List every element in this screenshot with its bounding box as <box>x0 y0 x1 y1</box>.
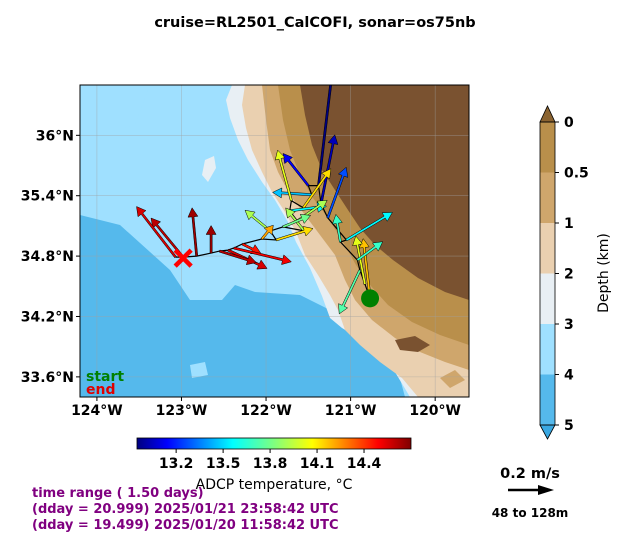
reference-speed-label: 0.2 m/s <box>500 466 560 482</box>
depth-tick-label: 5 <box>564 418 574 434</box>
start-label: start <box>86 369 124 385</box>
velocity-vector <box>205 224 217 254</box>
graticule <box>80 85 469 397</box>
velocity-vector <box>302 168 332 209</box>
velocity-vector <box>326 166 349 219</box>
velocity-vector <box>356 241 384 262</box>
end-label: end <box>86 382 115 398</box>
map-frame <box>79 84 470 398</box>
velocity-vector <box>317 85 332 187</box>
time-range: time range ( 1.50 days) <box>32 486 204 501</box>
depth-tick-label: 0 <box>564 115 574 131</box>
temperature-tick-label: 13.5 <box>206 456 241 472</box>
depth-tick-label: 1 <box>564 216 574 232</box>
lon-tick-label: 123°W <box>156 403 208 419</box>
depth-colorbar-segment <box>540 172 555 223</box>
temperature-colorbar <box>136 437 412 450</box>
temperature-ticks: 13.2 13.5 13.8 14.1 14.4 <box>159 449 382 472</box>
velocity-vector <box>275 226 314 242</box>
velocity-vector <box>274 149 293 202</box>
temperature-tick-label: 14.4 <box>347 456 382 472</box>
ridge-patch <box>395 336 430 352</box>
island <box>440 370 465 388</box>
reference-arrow <box>508 485 554 495</box>
lat-tick-label: 36°N <box>36 128 74 144</box>
depth-colorbar-segment <box>540 223 555 274</box>
depth-colorbar-segment <box>540 374 555 425</box>
shallow-ocean-patch <box>80 85 150 140</box>
temperature-tick-label: 14.1 <box>300 456 335 472</box>
velocity-vectors <box>136 85 393 315</box>
lon-tick-label: 120°W <box>409 403 461 419</box>
temperature-tick-label: 13.2 <box>159 456 194 472</box>
longitude-axis: 124°W 123°W 122°W 121°W 120°W <box>71 397 461 419</box>
depth-tick-label: 4 <box>564 368 574 384</box>
seamount <box>95 170 113 186</box>
lat-tick-label: 34.8°N <box>21 249 74 265</box>
reference-depth-label: 48 to 128m <box>492 506 569 520</box>
velocity-vector <box>187 207 199 257</box>
depth-tick-label: 3 <box>564 317 574 333</box>
start-marker <box>361 289 380 308</box>
velocity-vector <box>332 213 343 243</box>
lon-tick-label: 121°W <box>325 403 377 419</box>
lon-tick-label: 122°W <box>240 403 292 419</box>
track-markers <box>173 248 380 308</box>
velocity-vector <box>285 207 306 232</box>
depth-colorbar-extend-top <box>539 105 556 123</box>
depth-tick-label: 2 <box>564 267 574 283</box>
mountains <box>300 85 469 300</box>
depth-colorbar: 0 0.5 1 2 3 4 5 <box>539 105 589 440</box>
velocity-vector <box>218 249 257 266</box>
depth-colorbar-label: Depth (km) <box>596 233 612 313</box>
lat-tick-label: 33.6°N <box>21 370 74 386</box>
depth-tick-label: 0.5 <box>564 166 589 182</box>
velocity-vector <box>136 206 177 259</box>
lon-tick-label: 124°W <box>71 403 123 419</box>
chart-title: cruise=RL2501_CalCOFI, sonar=os75nb <box>154 15 475 31</box>
depth-colorbar-extend-bottom <box>539 424 556 440</box>
temperature-colorbar-label: ADCP temperature, °C <box>196 477 353 493</box>
velocity-vector <box>260 224 274 241</box>
velocity-vector <box>282 152 310 187</box>
end-marker <box>173 248 193 268</box>
end-time: (dday = 20.999) 2025/01/21 23:58:42 UTC <box>32 502 339 517</box>
depth-colorbar-segment <box>540 273 555 324</box>
velocity-vector <box>233 246 292 265</box>
lat-tick-label: 35.4°N <box>21 189 74 205</box>
time-info: time range ( 1.50 days) (dday = 20.999) … <box>32 486 339 534</box>
map-panel <box>80 85 469 397</box>
seamount <box>190 362 208 378</box>
velocity-vector <box>345 212 393 242</box>
velocity-vector <box>241 242 262 254</box>
velocity-vector <box>272 187 313 199</box>
depth-colorbar-segment <box>540 324 555 375</box>
depth-colorbar-segment <box>540 122 555 173</box>
lat-tick-label: 34.2°N <box>21 309 74 325</box>
seamount <box>202 156 216 182</box>
start-time: (dday = 19.499) 2025/01/20 11:58:42 UTC <box>32 518 339 533</box>
velocity-vector <box>338 269 362 315</box>
temperature-tick-label: 13.8 <box>253 456 288 472</box>
velocity-vector <box>282 214 312 229</box>
latitude-axis: 33.6°N 34.2°N 34.8°N 35.4°N 36°N <box>21 128 80 386</box>
